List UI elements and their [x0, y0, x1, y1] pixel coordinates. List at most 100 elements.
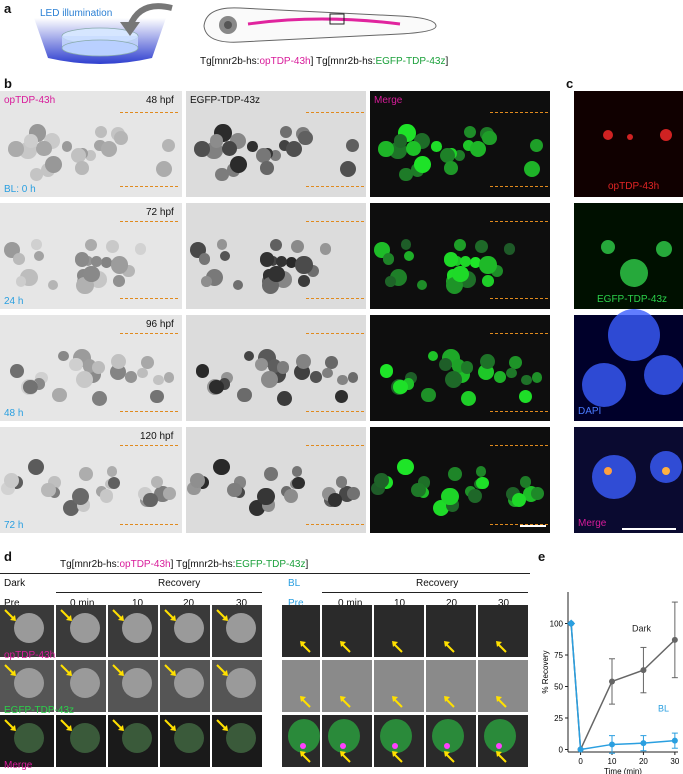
data-point	[609, 741, 615, 748]
y-tick-label: 100	[550, 619, 564, 628]
cell-body	[122, 723, 152, 753]
neuron-cell	[405, 140, 422, 157]
neuron-cell	[31, 239, 42, 250]
neuron-cell	[254, 358, 268, 372]
neuron-cell	[107, 477, 121, 490]
c-op-label: opTDP-43h	[608, 181, 660, 192]
neuron-cell	[493, 370, 506, 383]
neuron-cell	[285, 257, 297, 268]
magenta-puncta	[392, 743, 398, 749]
transgene-end: ]	[445, 56, 449, 67]
transgene-egfp: EGFP-TDP-43z	[375, 56, 446, 67]
neuron-cell	[379, 364, 394, 379]
neuron-cell	[36, 140, 52, 157]
d-scale-bar	[228, 770, 254, 772]
neuron-cell	[345, 138, 360, 153]
neuron-cell	[152, 374, 164, 386]
curved-arrow-icon	[110, 2, 180, 36]
neuron-cell	[463, 125, 477, 139]
neuron-cell	[215, 167, 229, 182]
neuron-cell	[276, 256, 288, 268]
yellow-arrow-icon	[112, 609, 126, 623]
neuron-cell	[325, 356, 339, 370]
neuron-cell	[444, 161, 458, 175]
d-bl-label: BL	[288, 578, 301, 589]
d-dark-tile	[160, 660, 210, 712]
b-dash-line	[306, 333, 364, 334]
neuron-cell	[164, 372, 175, 383]
d-dark-tile	[212, 660, 262, 712]
neuron-cell	[61, 141, 73, 152]
d-bl-pre: Pre	[288, 598, 304, 609]
neuron-cell	[194, 141, 210, 157]
yellow-arrow-icon	[60, 664, 74, 678]
b-dash-line	[306, 298, 364, 299]
neuron-cell	[113, 130, 129, 146]
c-egfp-label: EGFP-TDP-43z	[597, 294, 668, 305]
d-bl-t20: 20	[446, 598, 458, 609]
b-dash-line	[490, 333, 548, 334]
panel-e-label: e	[538, 549, 546, 564]
neuron-cell	[397, 458, 415, 476]
neuron-cell	[94, 139, 106, 152]
neuron-cell	[421, 387, 437, 403]
b-dash-line	[306, 411, 364, 412]
d-bl-tile	[478, 605, 528, 657]
yellow-arrow-icon	[60, 609, 74, 623]
d-bl-tile	[322, 660, 372, 712]
neuron-cell	[137, 367, 149, 379]
c-op-panel	[574, 91, 683, 197]
neuron-cell	[531, 487, 545, 501]
b-hpf-72: 72 hpf	[146, 207, 174, 218]
neuron-cell	[230, 156, 248, 174]
neuron-cell	[460, 391, 477, 407]
b-dash-line	[120, 411, 178, 412]
yellow-arrow-icon	[442, 694, 456, 708]
neuron-cell	[237, 387, 253, 403]
neuron-cell	[298, 130, 313, 146]
d-prefix: Tg[mnr2b-hs:	[60, 559, 120, 570]
neuron-cell	[74, 252, 89, 267]
neuron-cell	[427, 350, 439, 362]
d-dark-tile	[0, 715, 54, 767]
neuron-cell	[295, 256, 313, 274]
neuron-cell	[447, 466, 462, 481]
neuron-cell	[402, 378, 415, 390]
b-dash-line	[306, 524, 364, 525]
b-scale-bar	[520, 525, 546, 527]
d-bl-tile	[374, 605, 424, 657]
neuron-cell	[213, 458, 231, 476]
d-dark-label: Dark	[4, 578, 26, 589]
yellow-arrow-icon	[338, 749, 352, 763]
neuron-cell	[392, 379, 408, 395]
d-bl-tile	[426, 605, 476, 657]
neuron-cell	[295, 354, 312, 370]
neuron-cell	[69, 358, 83, 372]
fluorescent-blob	[627, 134, 633, 140]
yellow-arrow-icon	[442, 639, 456, 653]
d-bl-t30: 30	[498, 598, 510, 609]
neuron-cell	[106, 466, 118, 477]
d-dark-pre: Pre	[4, 598, 20, 609]
neuron-cell	[70, 147, 87, 163]
neuron-cell	[431, 141, 442, 152]
d-row-op-label: opTDP-43h	[4, 650, 56, 661]
d-dark-tile	[212, 605, 262, 657]
neuron-cell	[347, 487, 361, 501]
magenta-puncta	[300, 743, 306, 749]
neuron-cell	[76, 370, 94, 388]
neuron-cell	[269, 150, 281, 162]
merged-puncta	[662, 467, 670, 475]
fluorescent-blob	[603, 130, 613, 140]
b-hpf-120: 120 hpf	[140, 431, 174, 442]
yellow-arrow-icon	[112, 719, 126, 733]
d-dark-t0: 0 min	[70, 598, 95, 609]
d-bl-tile	[478, 715, 528, 767]
yellow-arrow-icon	[298, 749, 312, 763]
b-col-egfp-header: EGFP-TDP-43z	[190, 95, 261, 106]
neuron-cell	[476, 477, 489, 490]
yellow-arrow-icon	[494, 749, 508, 763]
d-dark-tile	[0, 660, 54, 712]
yellow-arrow-icon	[112, 664, 126, 678]
yellow-arrow-icon	[216, 664, 230, 678]
